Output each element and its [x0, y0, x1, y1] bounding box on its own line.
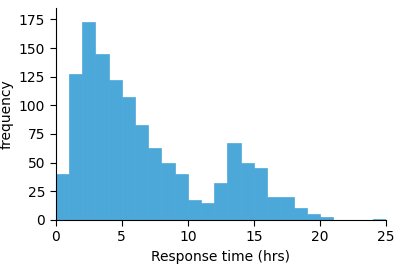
Bar	[241, 162, 254, 220]
X-axis label: Response time (hrs): Response time (hrs)	[151, 250, 291, 264]
Bar	[214, 183, 228, 220]
Bar	[135, 125, 148, 220]
Bar	[82, 22, 96, 220]
Bar	[280, 197, 294, 220]
Bar	[162, 162, 175, 220]
Bar	[254, 168, 267, 220]
Bar	[148, 148, 162, 220]
Bar	[228, 143, 241, 220]
Bar	[56, 174, 69, 220]
Bar	[69, 75, 82, 220]
Bar	[294, 208, 307, 220]
Bar	[96, 54, 109, 220]
Bar	[109, 80, 122, 220]
Bar	[267, 197, 280, 220]
Bar	[122, 97, 135, 220]
Bar	[201, 203, 214, 220]
Bar	[188, 200, 201, 220]
Y-axis label: frequency: frequency	[0, 79, 14, 149]
Bar	[175, 174, 188, 220]
Bar	[320, 217, 333, 220]
Bar	[307, 214, 320, 220]
Bar	[373, 219, 386, 220]
